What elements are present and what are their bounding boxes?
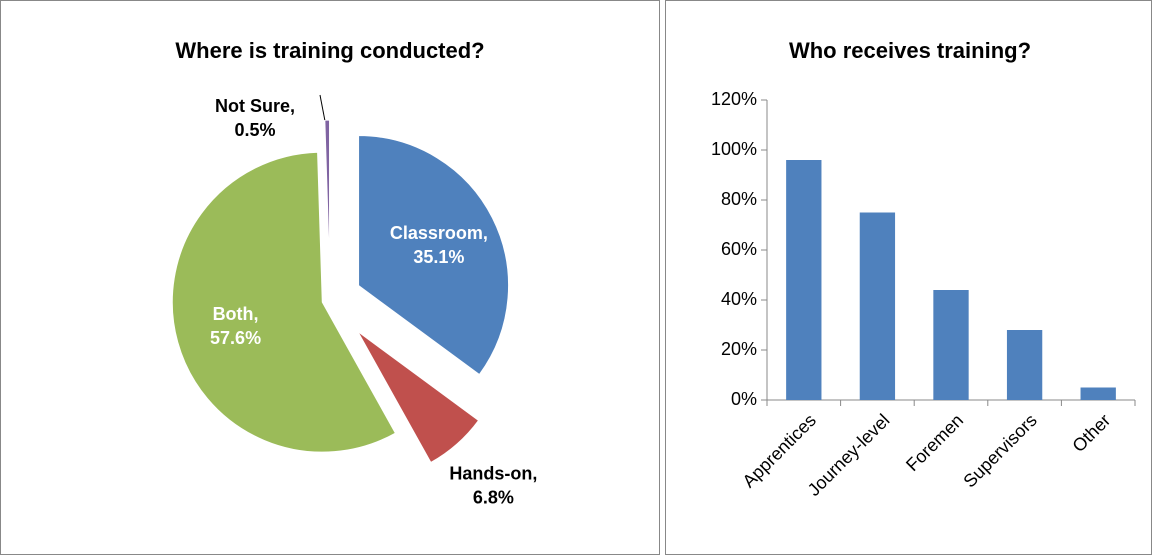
data-label: Classroom, 35.1%	[390, 223, 488, 267]
leader-line	[319, 94, 326, 121]
pie-slice	[324, 119, 331, 271]
left-panel	[0, 0, 660, 555]
pie-slice	[358, 135, 509, 376]
label-line: Not Sure,	[215, 96, 295, 116]
pie-slice	[357, 331, 480, 464]
x-tick-label: Foremen	[902, 410, 967, 475]
label-line: 57.6%	[210, 328, 261, 348]
label-line: Classroom,	[390, 223, 488, 243]
y-tick-label: 0%	[731, 389, 757, 409]
x-tick-label: Apprentices	[739, 410, 820, 491]
data-label: Both, 57.6%	[210, 304, 261, 348]
y-tick-label: 80%	[721, 189, 757, 209]
pie-title: Where is training conducted?	[175, 38, 484, 63]
bar	[859, 212, 896, 400]
data-label: Not Sure, 0.5%	[215, 96, 295, 140]
label-line: 0.5%	[234, 120, 275, 140]
bar-title: Who receives training?	[789, 38, 1031, 63]
y-tick-label: 20%	[721, 339, 757, 359]
label-line: Hands-on,	[449, 463, 537, 483]
bar	[1080, 387, 1116, 400]
y-tick-label: 60%	[721, 239, 757, 259]
x-tick-label: Supervisors	[959, 410, 1040, 491]
y-tick-label: 120%	[711, 89, 757, 109]
label-line: 35.1%	[413, 247, 464, 267]
bar	[786, 160, 822, 400]
label-line: Both,	[213, 304, 259, 324]
right-panel	[665, 0, 1152, 555]
label-line: 6.8%	[473, 487, 514, 507]
data-label: Hands-on, 6.8%	[449, 463, 537, 507]
bar	[933, 290, 969, 400]
y-tick-label: 100%	[711, 139, 757, 159]
x-tick-label: Other	[1068, 410, 1114, 456]
y-tick-label: 40%	[721, 289, 757, 309]
bar	[1006, 330, 1043, 400]
pie-slice	[171, 151, 397, 453]
